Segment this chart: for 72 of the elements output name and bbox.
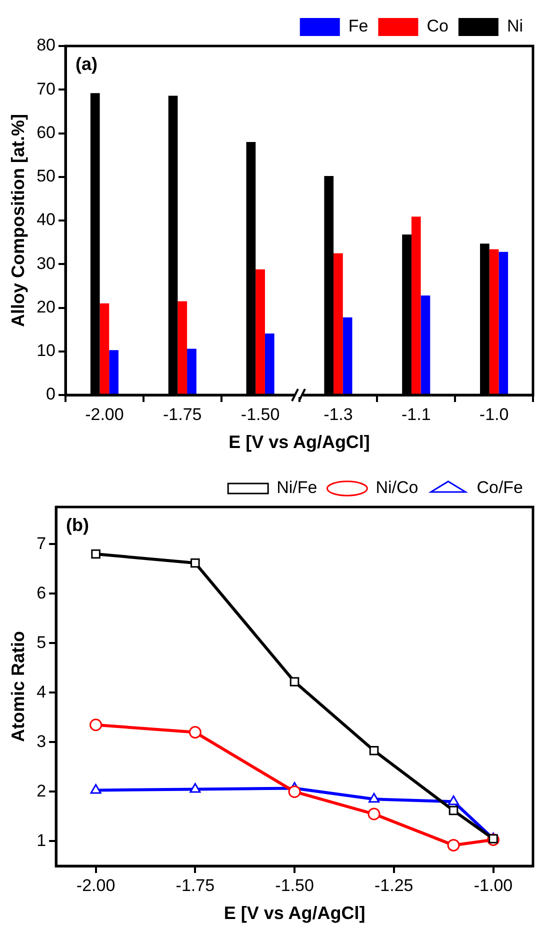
bar [187,348,196,394]
legend-label: Co/Fe [476,478,524,498]
y-tick-label: 5 [36,632,46,652]
annotation: (b) [66,514,90,535]
point [90,784,102,794]
y-tick-label: 60 [36,122,56,142]
point [190,783,201,793]
y-tick-label: 50 [36,166,56,186]
point [368,808,380,820]
bar [334,253,343,394]
y-tick-label: 1 [36,830,46,850]
bar [264,333,274,394]
bar [480,244,490,394]
y-tick-label: 6 [36,583,46,602]
y-tick-label: 40 [36,210,56,230]
point [91,549,100,559]
point [90,718,102,732]
y-axis-title: Atomic Ratio [8,630,28,742]
point [188,726,202,739]
x-axis-title: E [V vs Ag/AgCl] [228,432,370,452]
bar [324,176,334,394]
legend-label: Co [426,16,448,36]
legend-label: Ni [506,16,524,36]
bar [402,234,412,394]
point [368,792,380,803]
y-tick-label: 10 [36,341,56,360]
bar [90,93,100,394]
bar [246,142,256,394]
legend-label: Fe [348,16,368,36]
bar [342,317,352,394]
legend-label: Ni/Fe [276,478,318,498]
x-tick-label: -1.75 [163,404,202,424]
bar [256,269,265,394]
annotation: (a) [76,54,98,74]
bar [109,350,118,394]
y-tick-label: 30 [36,254,56,273]
point [369,746,379,756]
point [290,677,300,686]
x-tick-label: -2.00 [85,404,124,424]
x-tick-label: -1.25 [374,876,414,895]
x-tick-label: -1.75 [176,876,215,895]
point [447,838,460,852]
bar [411,216,421,394]
bar [489,249,499,394]
point [190,558,200,568]
y-tick-label: 4 [36,682,46,702]
x-tick-label: -1.0 [479,404,509,424]
x-tick-label: -1.00 [474,876,513,895]
x-tick-label: -1.3 [324,404,353,424]
x-tick-label: -2.00 [76,876,116,895]
bar [498,252,508,394]
y-tick-label: 0 [46,384,56,404]
legend-label: Ni/Co [376,478,418,498]
y-tick-label: 70 [36,79,56,98]
point [448,806,458,816]
y-tick-label: 20 [36,297,56,316]
y-tick-label: 80 [36,36,56,55]
point [448,795,460,806]
point [288,785,301,798]
bar [178,301,188,394]
bar [100,303,110,394]
x-axis-title: E [V vs Ag/AgCl] [224,903,366,924]
x-tick-label: -1.1 [401,404,431,424]
bar [420,296,430,394]
y-tick-label: 2 [36,781,46,800]
y-tick-label: 3 [36,732,46,751]
x-tick-label: -1.50 [275,876,314,895]
y-tick-label: 7 [36,534,46,553]
x-tick-label: -1.50 [240,404,280,424]
y-axis-title: Alloy Composition [at.%] [8,114,28,327]
point [488,834,498,844]
bar [168,96,178,394]
